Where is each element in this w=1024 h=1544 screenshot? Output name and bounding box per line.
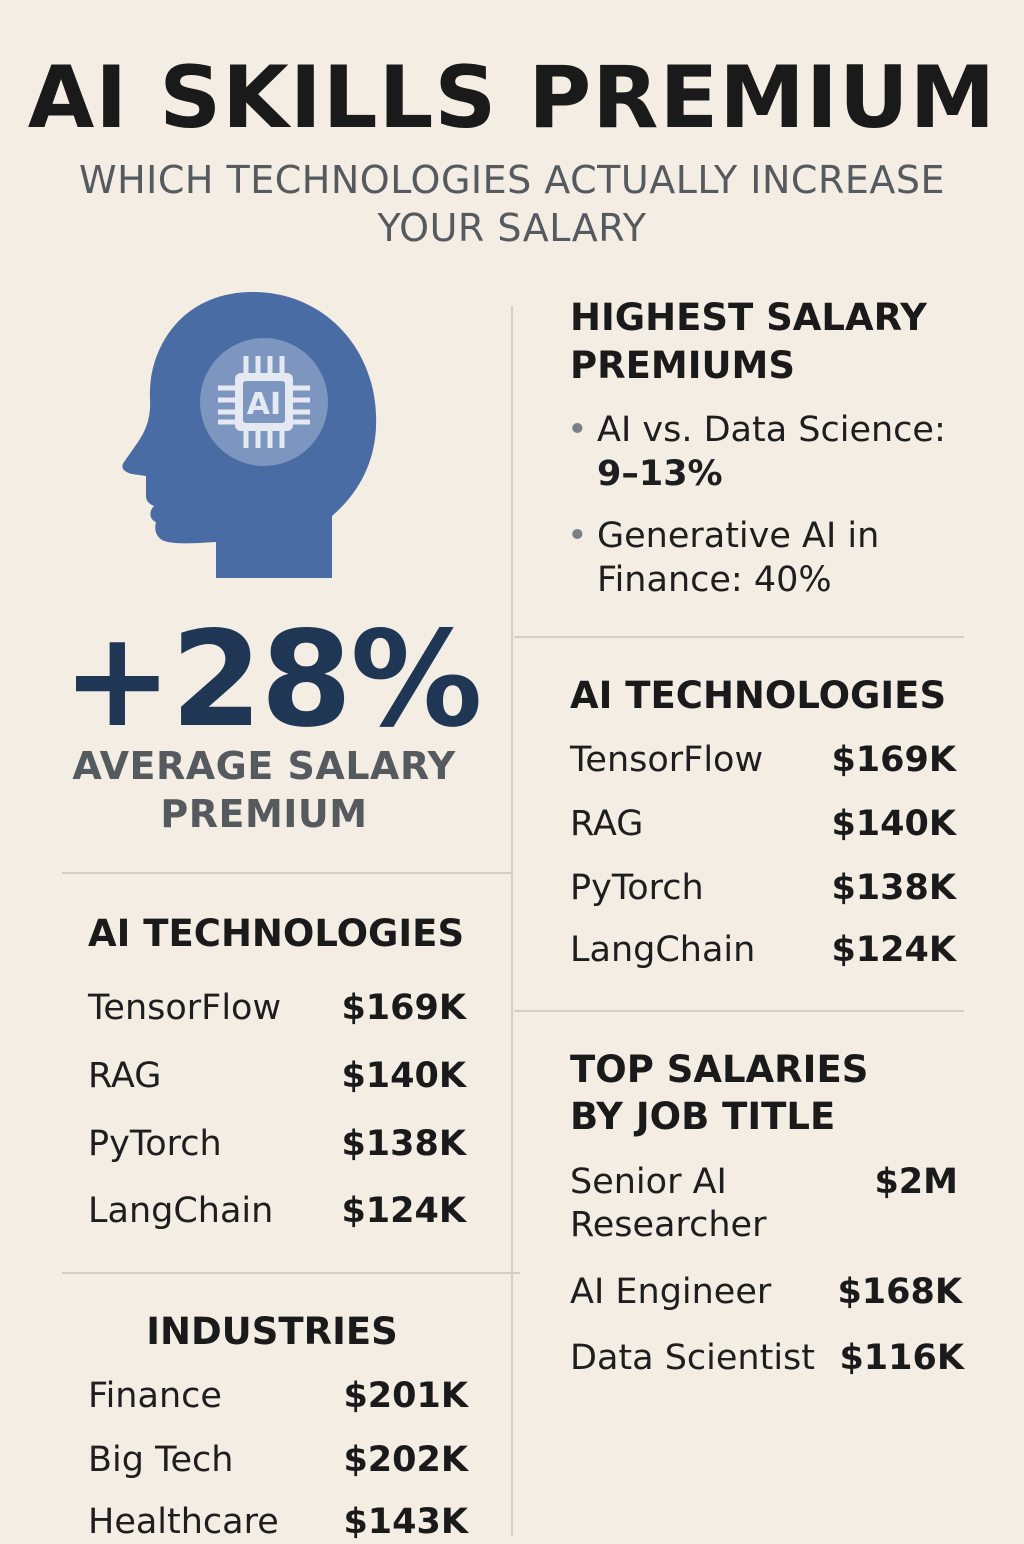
left-tech-name-0: TensorFlow [88, 988, 282, 1028]
premium-bullet-0: • AI vs. Data Science: 9–13% [567, 408, 977, 496]
page-title: AI SKILLS PREMIUM [27, 48, 997, 148]
right-tech-value-3: $124K [831, 930, 956, 970]
left-tech-value-1: $140K [341, 1056, 466, 1096]
premium-bullet-0-value: 9–13% [597, 454, 723, 494]
job-value-0: $2M [874, 1162, 958, 1202]
divider-right-2 [514, 1010, 964, 1012]
industry-value-1: $202K [343, 1440, 468, 1480]
divider-right-1 [514, 636, 964, 638]
job-titles-title-line2: BY JOB TITLE [570, 1095, 836, 1138]
average-premium-value: +28% [62, 603, 483, 757]
left-tech-name-3: LangChain [88, 1191, 274, 1231]
divider-left-1 [62, 872, 512, 874]
right-tech-name-2: PyTorch [570, 868, 704, 908]
left-tech-value-2: $138K [341, 1124, 466, 1164]
industries-title: INDUSTRIES [146, 1310, 398, 1353]
divider-left-2 [62, 1272, 520, 1274]
right-tech-title: AI TECHNOLOGIES [570, 674, 947, 717]
job-name-0-line2: Researcher [570, 1205, 767, 1245]
right-tech-value-2: $138K [831, 868, 956, 908]
premium-bullet-0-label: AI vs. Data Science: [597, 410, 946, 450]
premium-bullet-1-value: 40% [753, 560, 832, 600]
left-tech-title: AI TECHNOLOGIES [88, 912, 465, 955]
page-subtitle: WHICH TECHNOLOGIES ACTUALLY INCREASE YOU… [79, 158, 945, 250]
job-value-1: $168K [837, 1272, 962, 1312]
vertical-divider [511, 306, 513, 1536]
premium-bullet-1: • Generative AI in Finance: 40% [567, 514, 977, 602]
right-tech-value-1: $140K [831, 804, 956, 844]
job-name-2: Data Scientist [570, 1338, 815, 1378]
job-name-0-line1: Senior AI [570, 1162, 727, 1202]
left-tech-value-0: $169K [341, 988, 466, 1028]
job-titles-title-line1: TOP SALARIES [570, 1048, 869, 1091]
job-name-1: AI Engineer [570, 1272, 772, 1312]
industry-value-0: $201K [343, 1376, 468, 1416]
industry-name-0: Finance [88, 1376, 222, 1416]
bullet-dot-icon: • [567, 410, 588, 450]
job-value-2: $116K [839, 1338, 964, 1378]
right-tech-name-3: LangChain [570, 930, 756, 970]
right-tech-name-1: RAG [570, 804, 644, 844]
bullet-dot-icon: • [567, 516, 588, 556]
ai-head-icon: AI [122, 292, 377, 578]
industry-name-2: Healthcare [88, 1502, 279, 1542]
right-tech-value-0: $169K [831, 740, 956, 780]
industry-value-2: $143K [343, 1502, 468, 1542]
highest-premiums-title: HIGHEST SALARY PREMIUMS [570, 296, 927, 387]
left-tech-name-1: RAG [88, 1056, 162, 1096]
left-tech-name-2: PyTorch [88, 1124, 222, 1164]
left-tech-value-3: $124K [341, 1191, 466, 1231]
premium-bullet-1-label: Generative AI in Finance: [597, 516, 880, 600]
industry-name-1: Big Tech [88, 1440, 234, 1480]
ai-chip-label: AI [247, 387, 281, 422]
right-tech-name-0: TensorFlow [570, 740, 764, 780]
average-premium-label: AVERAGE SALARY PREMIUM [72, 744, 456, 836]
